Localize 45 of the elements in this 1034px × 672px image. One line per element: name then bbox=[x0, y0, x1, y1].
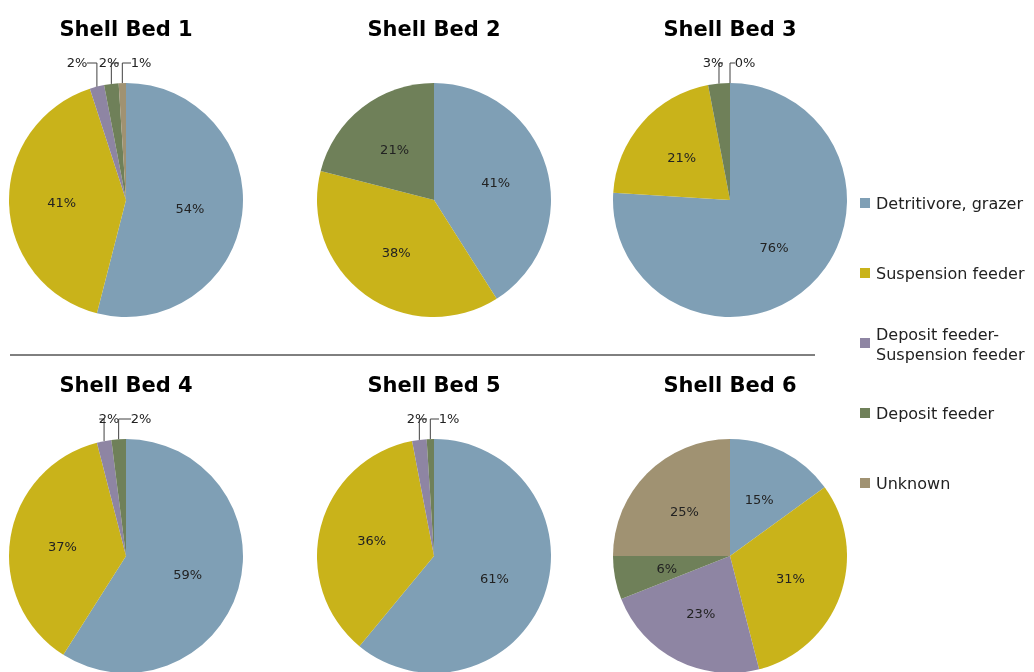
data-label: 21% bbox=[380, 142, 410, 158]
data-label: 25% bbox=[670, 503, 699, 519]
text: 0% bbox=[734, 55, 756, 70]
pie-slice bbox=[89, 85, 126, 200]
data-label: 23% bbox=[686, 606, 716, 622]
pie-slice bbox=[613, 439, 730, 556]
data-label: 38% bbox=[381, 245, 411, 261]
pie-slice bbox=[621, 556, 760, 672]
data-label: 2% bbox=[98, 411, 120, 426]
data-label: 2% bbox=[130, 411, 152, 426]
chart-title: Shell Bed 4 bbox=[59, 373, 193, 397]
pie-slice bbox=[9, 88, 126, 314]
legend-label: Suspension feeder bbox=[876, 264, 1025, 283]
data-label: 6% bbox=[656, 561, 678, 577]
data-label: 21% bbox=[667, 150, 697, 166]
data-label: 1% bbox=[130, 55, 152, 70]
data-label: 37% bbox=[47, 538, 77, 554]
legend-label: Detritivore, grazer bbox=[876, 194, 1024, 213]
data-label: 41% bbox=[481, 175, 511, 191]
legend-label: Deposit feeder bbox=[876, 404, 995, 423]
data-label: 15% bbox=[744, 491, 774, 507]
legend-label: Deposit feeder-Suspension feeder bbox=[876, 325, 1025, 364]
data-label: 41% bbox=[47, 195, 77, 211]
pie-slice bbox=[730, 439, 825, 556]
data-label: 31% bbox=[776, 570, 805, 586]
pie-slice bbox=[96, 83, 243, 317]
chart-title: Shell Bed 2 bbox=[367, 17, 501, 41]
pie-slice bbox=[730, 487, 847, 670]
chart-title: Shell Bed 5 bbox=[367, 373, 501, 397]
data-label: 3% bbox=[702, 55, 724, 70]
pie-slice bbox=[613, 556, 730, 600]
data-label: 1% bbox=[438, 411, 460, 426]
legend-label: Unknown bbox=[876, 474, 951, 493]
chart-title: Shell Bed 1 bbox=[59, 17, 193, 41]
chart-title: Shell Bed 3 bbox=[663, 17, 797, 41]
data-label: 2% bbox=[98, 55, 120, 70]
data-label: 61% bbox=[480, 570, 509, 586]
data-label: 59% bbox=[173, 566, 203, 582]
data-label: 2% bbox=[406, 411, 428, 426]
chart-title: Shell Bed 6 bbox=[663, 373, 797, 397]
data-label: 2% bbox=[66, 55, 88, 70]
data-label: 54% bbox=[175, 201, 205, 217]
data-label: 36% bbox=[357, 533, 387, 548]
pie-slice bbox=[104, 83, 126, 200]
data-label: 76% bbox=[759, 239, 789, 255]
